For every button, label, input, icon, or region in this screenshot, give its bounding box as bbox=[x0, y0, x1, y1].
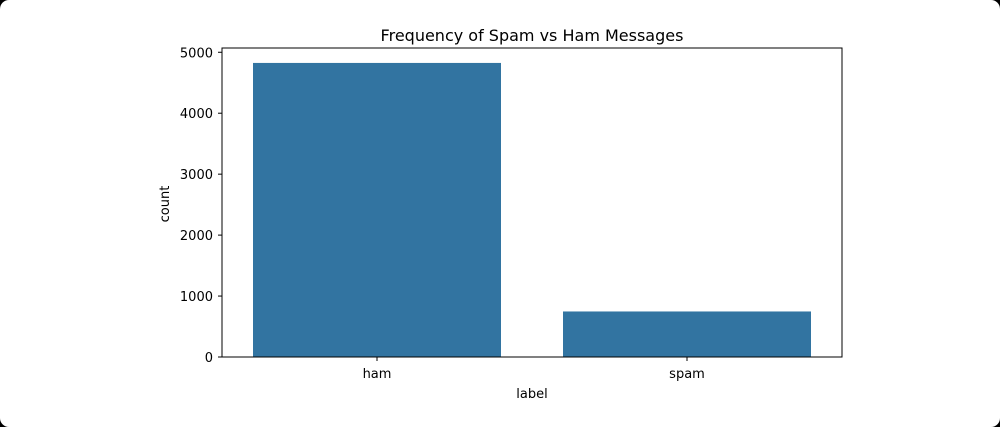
bars-group bbox=[253, 62, 811, 358]
y-tick-label: 5000 bbox=[180, 46, 213, 61]
y-tick-label: 3000 bbox=[180, 168, 213, 183]
chart-title: Frequency of Spam vs Ham Messages bbox=[381, 26, 684, 45]
y-tick-label: 0 bbox=[205, 351, 213, 366]
x-tick-label: spam bbox=[669, 367, 705, 382]
plot-area-frame bbox=[221, 47, 843, 358]
x-tick-label: ham bbox=[363, 367, 392, 382]
y-tick-label: 4000 bbox=[180, 107, 213, 122]
x-axis-ticks: ham spam bbox=[363, 357, 705, 382]
y-axis-label: count bbox=[158, 186, 173, 223]
y-axis-ticks: 0 1000 2000 3000 4000 5000 bbox=[180, 46, 222, 366]
bar-spam bbox=[563, 311, 811, 357]
x-axis-label: label bbox=[516, 387, 547, 402]
y-tick-label: 2000 bbox=[180, 229, 213, 244]
bar-ham bbox=[253, 62, 501, 358]
y-tick-label: 1000 bbox=[180, 290, 213, 305]
